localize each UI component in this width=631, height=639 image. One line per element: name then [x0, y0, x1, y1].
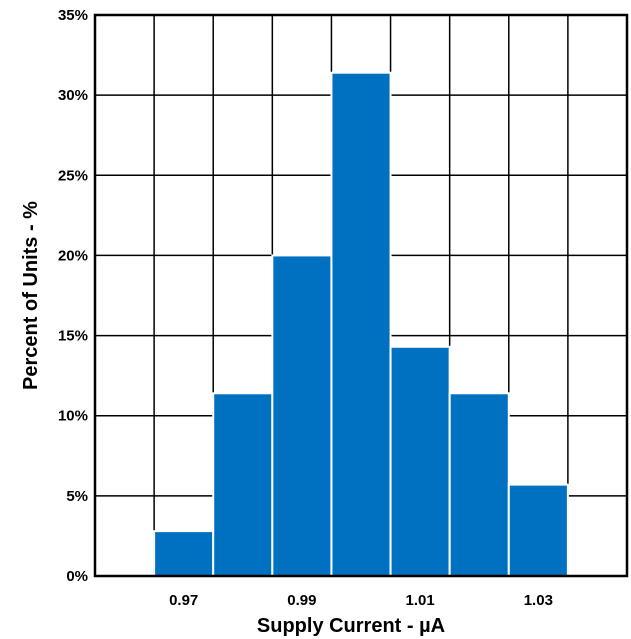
histogram-bar	[330, 71, 392, 578]
y-tick-labels: 0% 5% 10% 15% 20% 25% 30% 35%	[58, 7, 88, 585]
histogram-bar	[507, 483, 569, 577]
y-tick-label: 35%	[58, 7, 88, 24]
histogram-bar	[389, 345, 451, 578]
x-tick-label: 0.97	[169, 592, 198, 609]
x-tick-labels: 0.97 0.99 1.01 1.03	[169, 592, 553, 609]
histogram-bar	[212, 392, 274, 577]
y-tick-label: 30%	[58, 87, 88, 104]
histogram-bar	[271, 254, 333, 578]
y-axis-title: Percent of Units - %	[20, 201, 42, 390]
y-tick-label: 5%	[66, 488, 88, 505]
x-tick-label: 1.03	[524, 592, 553, 609]
x-axis-title: Supply Current - µA	[257, 615, 445, 637]
x-tick-label: 0.99	[287, 592, 316, 609]
plot-frame	[93, 13, 629, 578]
y-tick-label: 20%	[58, 247, 88, 264]
histogram-bar	[153, 530, 215, 577]
y-tick-label: 15%	[58, 328, 88, 345]
x-tick-label: 1.01	[406, 592, 435, 609]
histogram-bar	[448, 392, 510, 577]
y-tick-label: 10%	[58, 408, 88, 425]
y-tick-label: 0%	[66, 568, 88, 585]
histogram-bars	[153, 71, 569, 578]
y-tick-label: 25%	[58, 167, 88, 184]
